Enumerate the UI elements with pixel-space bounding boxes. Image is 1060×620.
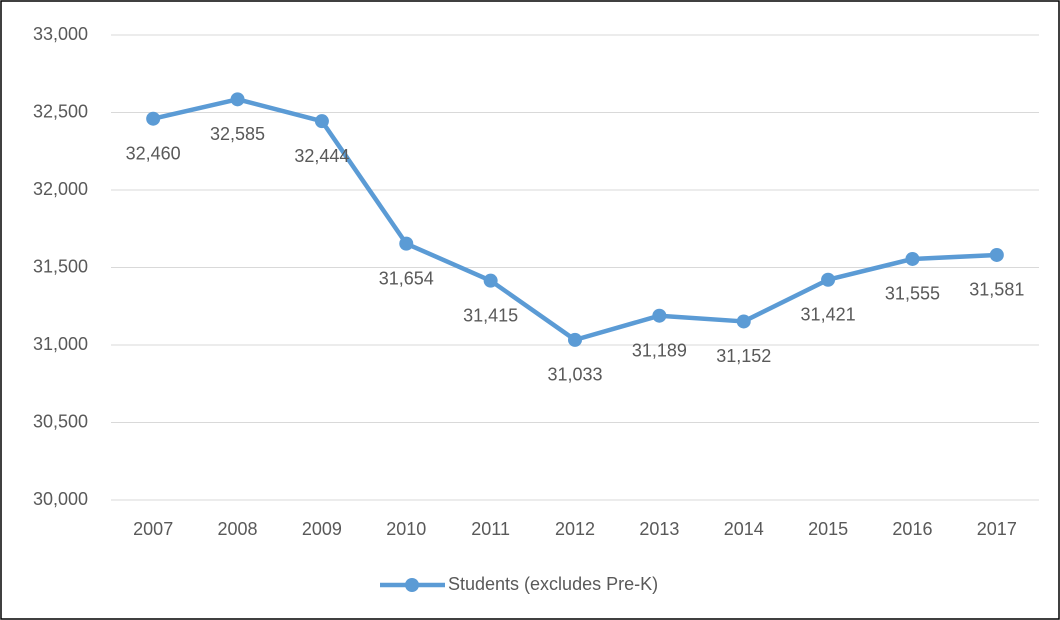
- data-label: 31,152: [716, 346, 771, 366]
- data-label: 32,460: [126, 143, 181, 163]
- data-point: [483, 273, 498, 288]
- x-tick-label: 2014: [724, 519, 764, 539]
- y-tick-label: 33,000: [33, 24, 88, 44]
- y-tick-label: 31,500: [33, 256, 88, 276]
- x-tick-label: 2011: [471, 519, 510, 539]
- y-tick-label: 32,000: [33, 179, 88, 199]
- data-point: [989, 247, 1004, 262]
- x-tick-label: 2012: [555, 519, 595, 539]
- data-label: 31,421: [801, 304, 856, 324]
- data-point: [736, 314, 751, 329]
- x-tick-label: 2016: [892, 519, 932, 539]
- data-label: 31,555: [885, 284, 940, 304]
- y-tick-label: 31,000: [33, 334, 88, 354]
- x-tick-label: 2017: [977, 519, 1017, 539]
- data-point: [568, 332, 582, 347]
- data-point: [314, 114, 329, 129]
- y-tick-label: 30,500: [33, 411, 88, 431]
- x-tick-label: 2008: [218, 519, 258, 539]
- data-label: 31,189: [632, 340, 687, 360]
- data-point: [652, 308, 667, 323]
- x-tick-label: 2013: [639, 519, 679, 539]
- data-label: 31,415: [463, 305, 518, 325]
- x-tick-label: 2015: [808, 519, 848, 539]
- x-tick-label: 2009: [302, 519, 342, 539]
- y-tick-label: 32,500: [33, 101, 88, 121]
- x-tick-label: 2010: [386, 519, 426, 539]
- data-point: [905, 251, 920, 266]
- data-label: 31,581: [969, 280, 1024, 300]
- legend-marker: [405, 578, 419, 592]
- legend-label: Students (excludes Pre-K): [448, 574, 658, 594]
- data-point: [399, 236, 414, 251]
- data-label: 31,033: [547, 365, 602, 385]
- data-label: 32,585: [210, 124, 265, 144]
- data-point: [821, 272, 836, 287]
- data-label: 31,654: [379, 268, 434, 288]
- y-tick-label: 30,000: [33, 489, 88, 509]
- data-label: 32,444: [294, 146, 349, 166]
- data-point: [146, 111, 161, 126]
- x-tick-label: 2007: [133, 519, 173, 539]
- data-point: [230, 92, 245, 107]
